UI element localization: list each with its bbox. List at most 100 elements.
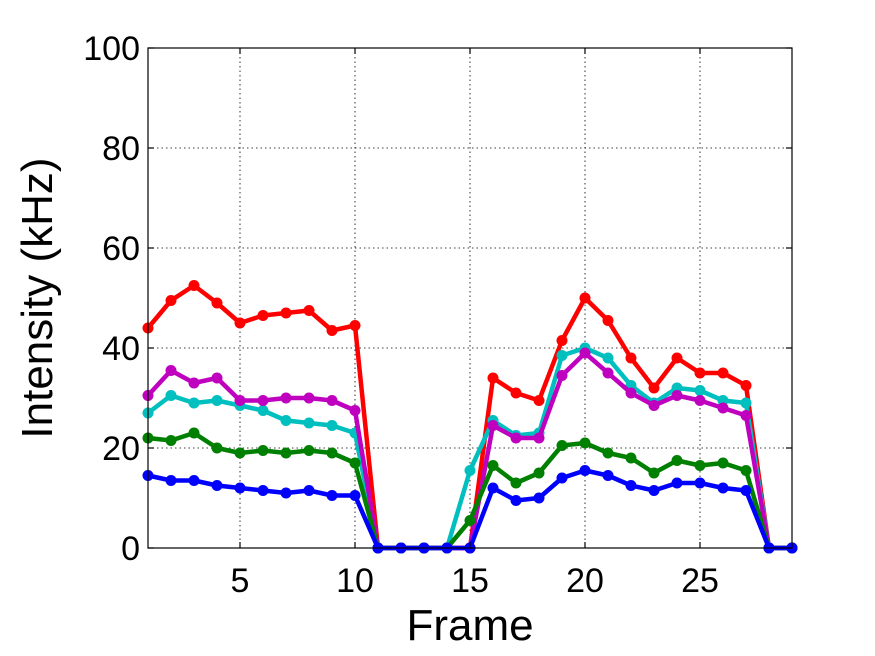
data-point xyxy=(625,352,637,364)
data-point xyxy=(257,310,269,321)
data-point xyxy=(257,485,269,496)
data-point xyxy=(694,367,706,379)
axis-ticks: 5 10 15 20 25 0 20 40 60 80 100 xyxy=(83,30,792,600)
data-point xyxy=(602,315,614,326)
data-point xyxy=(349,457,361,469)
data-point xyxy=(211,297,223,309)
data-point xyxy=(648,382,660,394)
data-point xyxy=(579,465,591,476)
data-point xyxy=(648,485,660,496)
data-point xyxy=(165,475,177,486)
data-point xyxy=(533,395,545,406)
data-point xyxy=(487,482,499,494)
data-point xyxy=(740,380,752,391)
data-point xyxy=(579,292,591,304)
data-point xyxy=(510,495,522,506)
series-lines xyxy=(142,280,798,554)
data-point xyxy=(602,447,614,459)
data-point xyxy=(211,395,223,406)
data-point xyxy=(165,390,177,401)
data-point xyxy=(165,435,177,446)
data-point xyxy=(648,400,660,411)
data-point xyxy=(694,395,706,406)
data-point xyxy=(234,447,246,459)
data-point xyxy=(487,460,499,471)
y-tick-label: 0 xyxy=(121,530,140,568)
data-point xyxy=(602,470,614,481)
data-point xyxy=(280,307,292,319)
data-point xyxy=(234,395,246,406)
data-point xyxy=(165,365,177,376)
x-tick-label: 5 xyxy=(231,562,250,600)
data-point xyxy=(694,477,706,489)
data-point xyxy=(349,320,361,331)
data-point xyxy=(280,447,292,459)
data-point xyxy=(579,437,591,449)
data-point xyxy=(740,410,752,421)
data-point xyxy=(349,405,361,416)
data-point xyxy=(280,487,292,499)
data-point xyxy=(625,452,637,464)
data-point xyxy=(188,377,200,389)
data-point xyxy=(556,350,568,361)
data-point xyxy=(211,480,223,491)
data-point xyxy=(671,477,683,489)
data-point xyxy=(326,490,338,501)
y-tick-label: 100 xyxy=(83,30,140,68)
data-point xyxy=(717,367,729,379)
data-point xyxy=(464,515,476,526)
data-point xyxy=(464,465,476,476)
x-tick-label: 25 xyxy=(681,562,719,600)
data-point xyxy=(602,367,614,379)
data-point xyxy=(303,417,315,429)
data-point xyxy=(487,372,499,384)
data-point xyxy=(303,392,315,404)
data-point xyxy=(188,427,200,439)
data-point xyxy=(257,445,269,456)
data-point xyxy=(303,485,315,496)
data-point xyxy=(303,305,315,316)
data-point xyxy=(533,492,545,504)
data-point xyxy=(740,485,752,496)
data-point xyxy=(211,372,223,384)
data-point xyxy=(165,295,177,306)
data-point xyxy=(326,447,338,459)
data-point xyxy=(694,385,706,396)
y-tick-label: 80 xyxy=(102,130,140,168)
data-point xyxy=(717,482,729,494)
data-point xyxy=(349,490,361,501)
data-point xyxy=(671,352,683,364)
data-point xyxy=(510,387,522,399)
data-point xyxy=(188,280,200,291)
data-point xyxy=(556,335,568,346)
y-tick-label: 20 xyxy=(102,430,140,468)
plot-area xyxy=(148,48,792,548)
data-point xyxy=(671,390,683,401)
data-point xyxy=(188,475,200,486)
x-tick-label: 15 xyxy=(451,562,489,600)
data-point xyxy=(648,467,660,479)
data-point xyxy=(556,370,568,381)
data-point xyxy=(556,440,568,451)
x-tick-label: 20 xyxy=(566,562,604,600)
data-point xyxy=(579,347,591,359)
data-point xyxy=(556,472,568,484)
x-axis-title: Frame xyxy=(406,601,533,650)
data-point xyxy=(510,477,522,489)
data-point xyxy=(280,392,292,404)
data-point xyxy=(188,397,200,409)
data-point xyxy=(740,397,752,409)
data-point xyxy=(257,405,269,416)
grid-lines xyxy=(148,48,792,548)
data-point xyxy=(694,460,706,471)
data-point xyxy=(533,432,545,444)
data-point xyxy=(326,325,338,336)
data-point xyxy=(487,420,499,431)
data-point xyxy=(740,465,752,476)
data-point xyxy=(717,402,729,414)
data-point xyxy=(326,395,338,406)
data-point xyxy=(510,432,522,444)
data-point xyxy=(303,445,315,456)
data-point xyxy=(625,480,637,491)
